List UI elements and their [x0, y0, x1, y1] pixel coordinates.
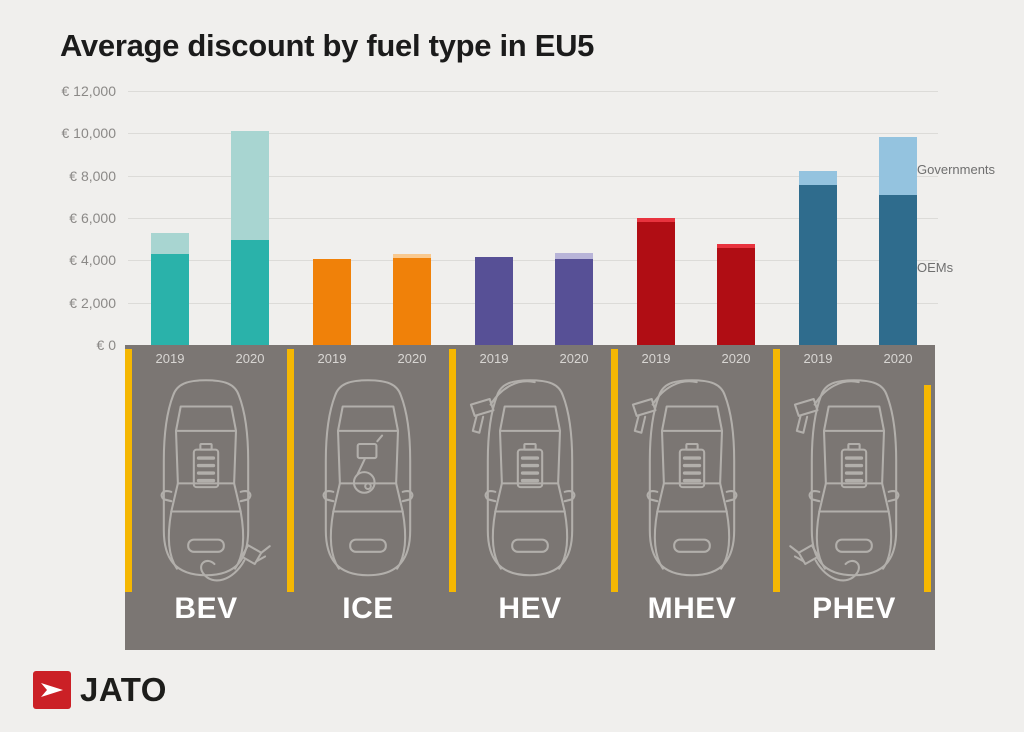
jato-logo-text: JATO — [80, 671, 167, 708]
year-label-2019: 2019 — [641, 351, 671, 366]
fuel-section-bev: 2019 2020 BEV — [125, 345, 287, 650]
y-axis-tick: € 4,000 — [69, 252, 116, 268]
fuel-panel: 2019 2020 BEV 2019 2020 ICE 2019 2020 — [125, 345, 935, 650]
year-label-2020: 2020 — [721, 351, 751, 366]
year-label-2019: 2019 — [317, 351, 347, 366]
fuel-section-mhev: 2019 2020 MHEV — [611, 345, 773, 650]
bar-hev-2020-governments — [555, 253, 593, 259]
car-phev — [789, 379, 900, 582]
year-label-2019: 2019 — [155, 351, 185, 366]
fuel-label-bev: BEV — [174, 592, 238, 625]
section-divider — [125, 349, 132, 592]
fuel-section-phev: 2019 2020 PHEV — [773, 345, 935, 650]
y-axis-tick: € 6,000 — [69, 210, 116, 226]
bar-bev-2019-governments — [151, 233, 189, 254]
car-mhev — [631, 379, 738, 577]
fuel-label-phev: PHEV — [812, 592, 896, 625]
gridline — [128, 260, 938, 261]
bar-ice-2020-governments — [393, 254, 431, 258]
car-outline — [160, 379, 252, 577]
gridline — [128, 133, 938, 134]
bar-hev-2019-oems — [475, 257, 513, 345]
fuel-section-hev: 2019 2020 HEV — [449, 345, 611, 650]
y-axis-tick: € 2,000 — [69, 295, 116, 311]
chart-title: Average discount by fuel type in EU5 — [60, 28, 595, 63]
battery-icon — [840, 442, 868, 489]
y-axis: € 12,000 € 10,000 € 8,000 € 6,000 € 4,000 € 2… — [28, 83, 117, 353]
fuel-label-ice: ICE — [342, 592, 394, 625]
year-label-2019: 2019 — [803, 351, 833, 366]
section-divider — [287, 349, 294, 592]
y-axis-tick: € 8,000 — [69, 168, 116, 184]
gridline — [128, 303, 938, 304]
panel-edge-divider — [924, 385, 931, 592]
fuel-section-ice: 2019 2020 ICE — [287, 345, 449, 650]
y-axis-tick: € 0 — [96, 337, 116, 353]
bar-mhev-2019-governments — [637, 218, 675, 222]
car-outline — [322, 379, 414, 577]
year-label-2020: 2020 — [559, 351, 589, 366]
year-label-2020: 2020 — [883, 351, 913, 366]
gridline — [128, 91, 938, 92]
legend-oems: OEMs — [917, 260, 954, 275]
bar-mhev-2020-oems — [717, 248, 755, 345]
legend-governments: Governments — [917, 162, 996, 177]
bar-bev-2020-oems — [231, 240, 269, 345]
y-axis-tick: € 12,000 — [61, 83, 117, 99]
car-hev — [469, 379, 576, 577]
bar-phev-2019-oems — [799, 185, 837, 345]
bar-mhev-2020-governments — [717, 244, 755, 248]
bar-ice-2020-oems — [393, 258, 431, 345]
battery-icon — [516, 442, 544, 489]
year-label-2020: 2020 — [235, 351, 265, 366]
y-axis-tick: € 10,000 — [61, 125, 117, 141]
bar-phev-2020-governments — [879, 137, 917, 195]
bar-bev-2020-governments — [231, 131, 269, 240]
bar-hev-2020-oems — [555, 259, 593, 345]
bar-phev-2019-governments — [799, 171, 837, 185]
car-outline — [484, 379, 576, 577]
gridline — [128, 218, 938, 219]
car-ice — [322, 379, 414, 577]
plot-area — [125, 91, 938, 345]
section-divider — [773, 349, 780, 592]
bar-phev-2020-oems — [879, 195, 917, 345]
bar-ice-2019-oems — [313, 259, 351, 345]
car-outline — [646, 379, 738, 577]
fuel-label-mhev: MHEV — [647, 592, 737, 625]
jato-logo: JATO — [33, 671, 167, 709]
car-bev — [160, 379, 271, 582]
section-divider — [449, 349, 456, 592]
battery-icon — [192, 442, 220, 489]
battery-icon — [678, 442, 706, 489]
year-label-2020: 2020 — [397, 351, 427, 366]
car-outline — [808, 379, 900, 577]
fuel-label-hev: HEV — [498, 592, 562, 625]
bar-bev-2019-oems — [151, 254, 189, 345]
gridline — [128, 176, 938, 177]
bar-mhev-2019-oems — [637, 222, 675, 345]
jato-logo-icon — [33, 671, 71, 709]
section-divider — [611, 349, 618, 592]
year-label-2019: 2019 — [479, 351, 509, 366]
